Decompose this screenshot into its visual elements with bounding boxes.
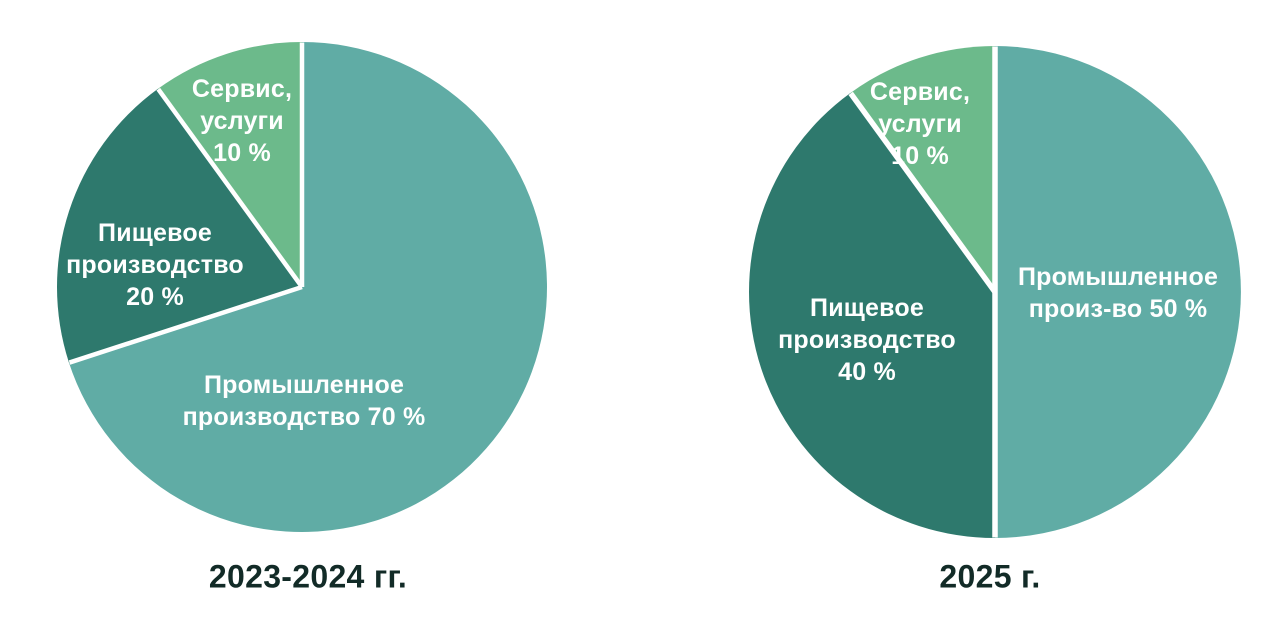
- pie-slice-сервис-услуги: [850, 46, 995, 292]
- slice-label-food-20: Пищевое производство 20 %: [66, 219, 244, 311]
- pie-slice-пищевое-производство: [749, 92, 995, 538]
- pie-chart-2023-2024: [57, 42, 547, 532]
- pie-slice-сервис-услуги: [157, 42, 302, 287]
- slice-separator: [848, 91, 998, 294]
- slice-label-industrial-50: Промышленное произ-во 50 %: [1017, 263, 1219, 323]
- chart-caption-2025: 2025 г.: [939, 558, 1041, 595]
- pie-slice-промышленное-производство: [995, 46, 1241, 538]
- pie-slice-пищевое-производство: [57, 88, 302, 363]
- slice-label-services-10: Сервис, услуги 10 %: [191, 75, 293, 167]
- slice-separator: [68, 284, 303, 365]
- chart-caption-2023-2024: 2023-2024 гг.: [208, 558, 408, 595]
- slice-separator: [156, 87, 304, 289]
- pie-chart-2025: [749, 46, 1241, 538]
- slice-label-services-10: Сервис, услуги 10 %: [869, 78, 971, 170]
- pie-slice-промышленное-производство: [68, 42, 547, 532]
- slice-label-food-40: Пищевое производство 40 %: [778, 294, 956, 386]
- slice-label-industrial-70: Промышленное производство 70 %: [182, 371, 426, 431]
